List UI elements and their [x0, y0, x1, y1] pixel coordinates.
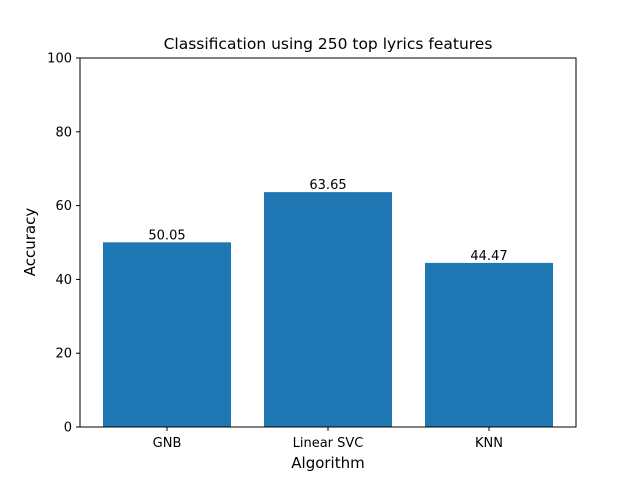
y-axis-label: Accuracy: [21, 208, 39, 277]
x-tick-label: KNN: [475, 436, 503, 451]
x-tick-label: Linear SVC: [293, 436, 364, 451]
y-tick-label: 40: [55, 273, 72, 288]
chart-title: Classification using 250 top lyrics feat…: [164, 35, 493, 53]
y-tick-label: 100: [47, 52, 72, 67]
plot-area: 50.05 GNB 63.65 Linear SVC 44.47 KNN 0 20 40 60 80…: [47, 52, 577, 451]
plot-frame: [79, 57, 577, 428]
y-tick-label: 60: [55, 199, 72, 214]
x-tick-label: GNB: [153, 436, 182, 451]
bar-linear-svc: [264, 192, 392, 427]
data-label-gnb: 50.05: [148, 228, 185, 243]
bar-knn: [425, 262, 553, 427]
y-tick-label: 80: [55, 125, 72, 140]
y-tick-label: 20: [55, 347, 72, 362]
data-label-linear-svc: 63.65: [309, 178, 346, 193]
y-tick-label: 0: [64, 421, 72, 436]
bar-gnb: [103, 242, 231, 427]
x-axis-label: Algorithm: [291, 454, 364, 472]
data-label-knn: 44.47: [470, 249, 507, 264]
